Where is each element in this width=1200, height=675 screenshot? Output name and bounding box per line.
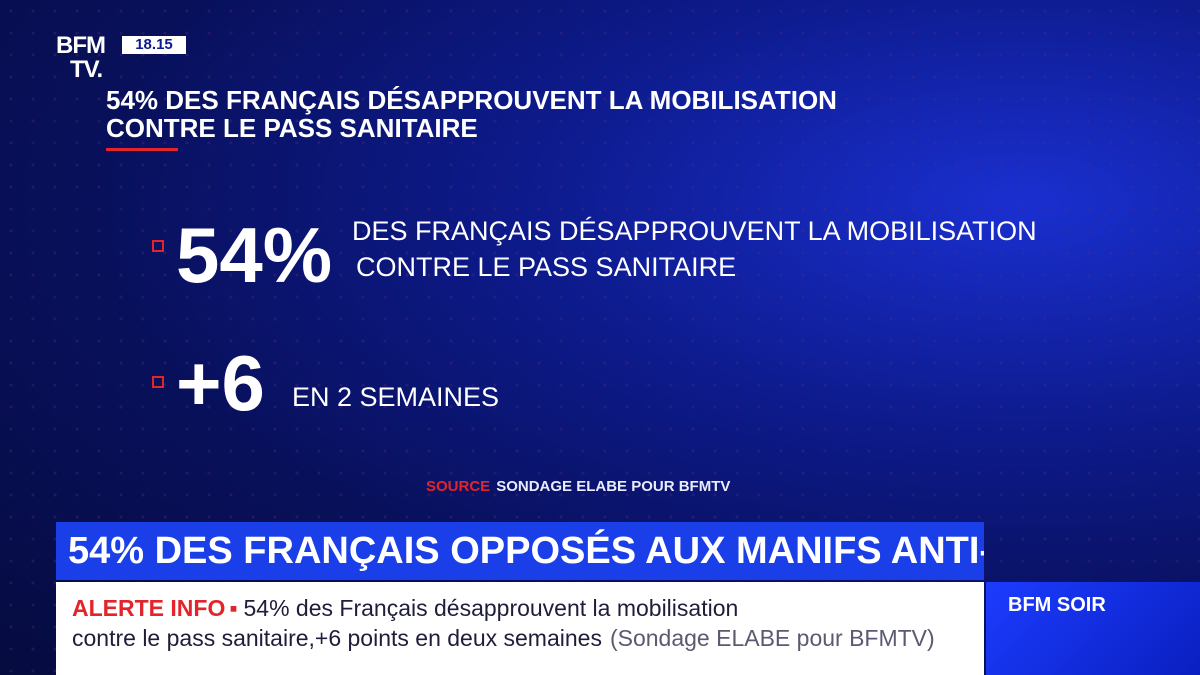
show-name-panel: BFM SOIR — [986, 582, 1200, 675]
channel-logo: BFM TV. — [56, 34, 126, 82]
source-label: SOURCE — [426, 478, 491, 495]
bullet-square-icon — [152, 240, 164, 252]
stat-description-line1: DES FRANÇAIS DÉSAPPROUVENT LA MOBILISATI… — [352, 216, 1037, 246]
logo-text-tv: TV. — [70, 56, 103, 83]
ticker-separator-icon: ▪ — [229, 595, 238, 621]
ticker-line1: ALERTE INFO ▪ 54% des Français désapprouve… — [72, 594, 738, 622]
ticker-text-line2: contre le pass sanitaire,+6 points en de… — [72, 625, 602, 651]
alerte-info-label: ALERTE INFO — [72, 595, 226, 621]
stat-value-change: +6 — [176, 339, 265, 427]
ticker-text-line1: 54% des Français désapprouvent la mobili… — [243, 595, 739, 621]
title-underline — [106, 148, 178, 151]
source-text: SONDAGE ELABE POUR BFMTV — [496, 478, 731, 495]
source-credit: SOURCE SONDAGE ELABE POUR BFMTV — [426, 478, 730, 495]
ticker-line2: contre le pass sanitaire,+6 points en de… — [72, 624, 935, 652]
bullet-square-icon — [152, 376, 164, 388]
stat-change-description: EN 2 SEMAINES — [292, 382, 500, 412]
headline-banner: 54% DES FRANÇAIS OPPOSÉS AUX MANIFS ANTI… — [56, 522, 984, 580]
stat-value-percent: 54% — [176, 211, 333, 299]
page-title-line2: CONTRE LE PASS SANITAIRE — [106, 113, 478, 143]
logo-text-bfm: BFM — [56, 32, 106, 59]
news-ticker: ALERTE INFO ▪ 54% des Français désapprouve… — [56, 582, 984, 675]
stat-description-line2: CONTRE LE PASS SANITAIRE — [356, 252, 737, 282]
page-title: 54% DES FRANÇAIS DÉSAPPROUVENT LA MOBILI… — [106, 86, 906, 142]
ticker-source: (Sondage ELABE pour BFMTV) — [609, 625, 935, 651]
show-name: BFM SOIR — [1008, 594, 1106, 616]
clock-badge: 18.15 — [122, 36, 186, 54]
page-title-line1: 54% DES FRANÇAIS DÉSAPPROUVENT LA MOBILI… — [106, 85, 837, 115]
